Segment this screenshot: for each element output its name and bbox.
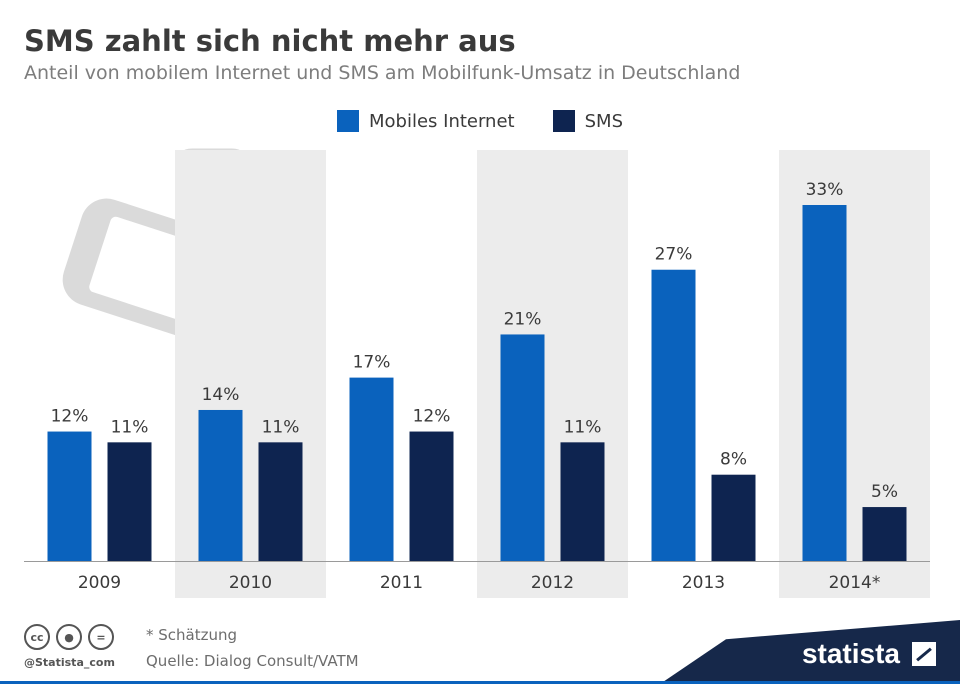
data-label-mobile-internet-2014*: 33% bbox=[806, 180, 844, 200]
data-label-mobile-internet-2013: 27% bbox=[655, 245, 693, 265]
bar-mobile-internet-2012 bbox=[500, 334, 545, 561]
x-tick-label-2009: 2009 bbox=[78, 573, 121, 593]
data-label-sms-2014*: 5% bbox=[871, 482, 898, 502]
bar-mobile-internet-2011 bbox=[349, 377, 394, 561]
data-label-sms-2013: 8% bbox=[720, 450, 747, 470]
legend-label-mobile-internet: Mobiles Internet bbox=[368, 110, 515, 132]
data-label-mobile-internet-2012: 21% bbox=[504, 309, 542, 329]
chart-title: SMS zahlt sich nicht mehr aus bbox=[24, 24, 516, 58]
bar-mobile-internet-2010 bbox=[198, 409, 243, 561]
data-label-sms-2012: 11% bbox=[564, 417, 602, 437]
bar-mobile-internet-2009 bbox=[47, 431, 92, 561]
bar-mobile-internet-2014* bbox=[802, 205, 847, 561]
data-label-sms-2009: 11% bbox=[111, 417, 149, 437]
x-tick-label-2014*: 2014* bbox=[829, 573, 881, 593]
legend-item-mobile-internet: Mobiles Internet bbox=[336, 110, 515, 132]
legend-item-sms: SMS bbox=[552, 110, 623, 132]
bar-sms-2012 bbox=[560, 442, 605, 561]
by-icon: ● bbox=[56, 624, 82, 650]
source-note: Quelle: Dialog Consult/VATM bbox=[146, 652, 359, 670]
chart-subtitle: Anteil von mobilem Internet und SMS am M… bbox=[24, 62, 741, 84]
statista-logo-icon bbox=[912, 642, 936, 666]
group-band-2010 bbox=[175, 150, 326, 598]
x-tick-label-2012: 2012 bbox=[531, 573, 574, 593]
statista-handle[interactable]: @Statista_com bbox=[24, 656, 115, 669]
data-label-sms-2010: 11% bbox=[262, 417, 300, 437]
cc-icon: cc bbox=[24, 624, 50, 650]
data-label-mobile-internet-2010: 14% bbox=[202, 385, 240, 405]
x-tick-label-2010: 2010 bbox=[229, 573, 272, 593]
nd-icon: = bbox=[88, 624, 114, 650]
bar-sms-2013 bbox=[711, 474, 756, 561]
group-band-2014* bbox=[779, 150, 930, 598]
statista-logo[interactable]: statista bbox=[801, 638, 900, 669]
bar-sms-2010 bbox=[258, 442, 303, 561]
legend-label-sms: SMS bbox=[584, 110, 623, 132]
group-band-2012 bbox=[477, 150, 628, 598]
bar-sms-2009 bbox=[107, 442, 152, 561]
bottom-accent-line bbox=[0, 681, 960, 684]
footnote-estimate: * Schätzung bbox=[146, 626, 238, 644]
license-icons: cc ● = bbox=[24, 624, 114, 650]
x-tick-label-2013: 2013 bbox=[682, 573, 725, 593]
bar-sms-2011 bbox=[409, 431, 454, 561]
bar-chart: 12% 11% 14% 11% 17% 12% 21% 11% 27% 8% 33% 5% 2009 2… bbox=[24, 148, 930, 598]
legend-swatch-sms bbox=[552, 110, 575, 132]
legend-swatch-mobile-internet bbox=[336, 110, 359, 132]
data-label-sms-2011: 12% bbox=[413, 407, 451, 427]
legend: Mobiles Internet SMS bbox=[0, 110, 960, 132]
bar-mobile-internet-2013 bbox=[651, 269, 696, 561]
x-tick-label-2011: 2011 bbox=[380, 573, 423, 593]
bar-sms-2014* bbox=[862, 507, 907, 561]
data-label-mobile-internet-2011: 17% bbox=[353, 353, 391, 373]
data-label-mobile-internet-2009: 12% bbox=[51, 407, 89, 427]
